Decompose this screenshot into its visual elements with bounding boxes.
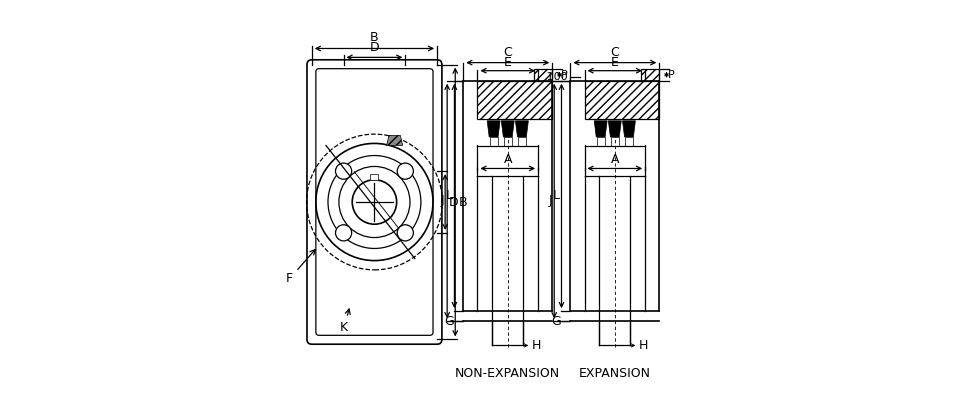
Text: C: C [611, 46, 619, 59]
Polygon shape [625, 137, 633, 146]
Text: B: B [370, 32, 378, 44]
Text: H: H [639, 339, 648, 352]
Polygon shape [597, 137, 605, 146]
Circle shape [397, 163, 413, 179]
Polygon shape [386, 135, 403, 145]
Text: B: B [458, 196, 467, 208]
Polygon shape [622, 121, 636, 137]
Polygon shape [371, 174, 378, 180]
Text: C: C [504, 46, 512, 59]
Text: NON-EXPANSION: NON-EXPANSION [455, 367, 560, 380]
Circle shape [335, 225, 351, 241]
Text: F: F [286, 250, 315, 285]
Polygon shape [502, 121, 514, 137]
Text: .100: .100 [544, 72, 568, 82]
Text: J: J [548, 194, 552, 208]
Text: P: P [561, 70, 568, 80]
Polygon shape [489, 137, 498, 146]
Text: G: G [552, 315, 561, 328]
Text: J: J [441, 194, 445, 208]
Text: A: A [611, 153, 619, 166]
Text: D: D [449, 196, 458, 208]
Text: H: H [532, 339, 541, 352]
Text: G: G [445, 315, 455, 328]
Text: L: L [553, 189, 560, 202]
Text: EXPANSION: EXPANSION [579, 367, 651, 380]
Text: K: K [340, 309, 351, 334]
Text: E: E [504, 56, 511, 69]
Polygon shape [478, 69, 552, 119]
Polygon shape [594, 121, 607, 137]
Text: D: D [370, 41, 379, 54]
Polygon shape [515, 121, 529, 137]
Polygon shape [585, 69, 660, 119]
Polygon shape [487, 121, 500, 137]
Circle shape [335, 163, 351, 179]
Polygon shape [611, 137, 619, 146]
Polygon shape [504, 137, 511, 146]
Text: L: L [446, 189, 453, 202]
Text: E: E [611, 56, 619, 69]
Polygon shape [518, 137, 526, 146]
Text: P: P [668, 70, 675, 80]
Text: A: A [504, 153, 512, 166]
Polygon shape [609, 121, 621, 137]
Circle shape [397, 225, 413, 241]
